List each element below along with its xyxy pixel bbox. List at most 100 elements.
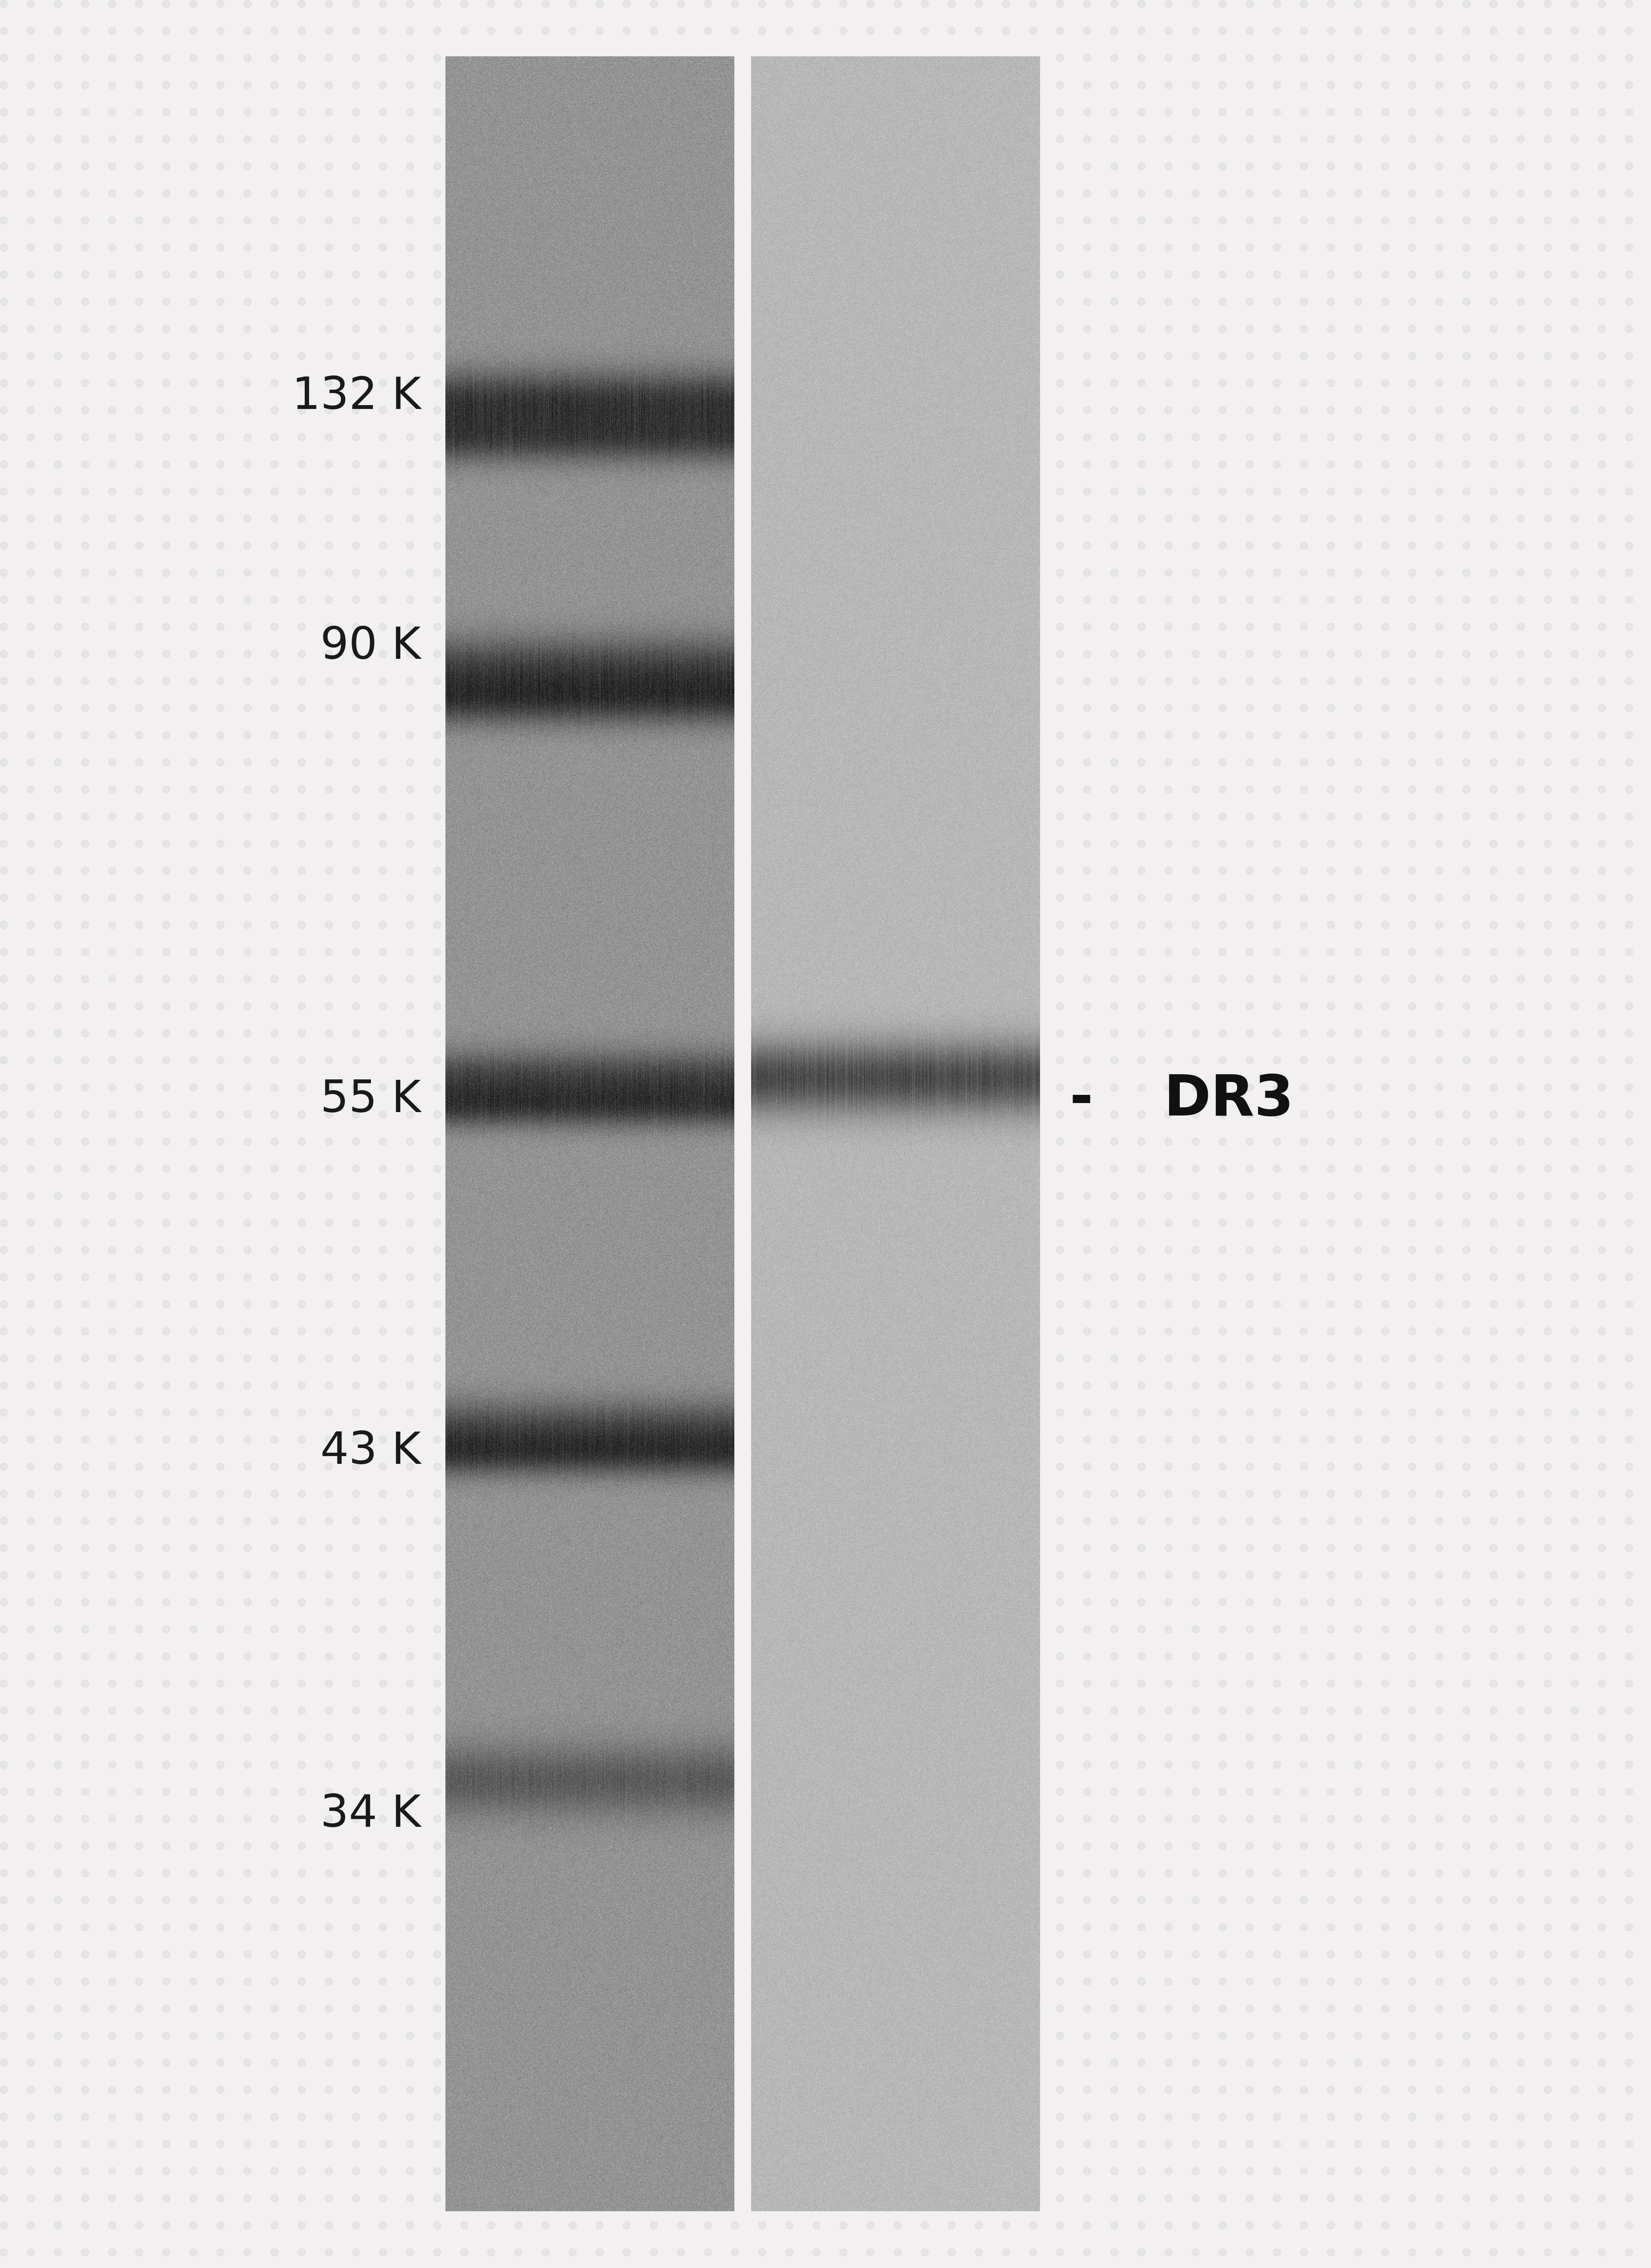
Circle shape: [1354, 1166, 1362, 1173]
Circle shape: [271, 1545, 279, 1551]
Circle shape: [1517, 1599, 1524, 1606]
Circle shape: [1327, 2032, 1334, 2039]
Circle shape: [1598, 975, 1606, 982]
Circle shape: [26, 1111, 35, 1118]
Circle shape: [325, 1300, 332, 1309]
Circle shape: [81, 975, 89, 982]
Circle shape: [1247, 651, 1253, 658]
Circle shape: [1382, 54, 1388, 61]
Circle shape: [190, 433, 196, 440]
Circle shape: [162, 1030, 170, 1036]
Circle shape: [54, 1057, 61, 1064]
Circle shape: [216, 1842, 225, 1851]
Circle shape: [1517, 1490, 1524, 1497]
Circle shape: [190, 1084, 196, 1091]
Circle shape: [325, 270, 332, 279]
Circle shape: [1192, 1030, 1199, 1036]
Circle shape: [297, 1923, 305, 1930]
Circle shape: [1192, 542, 1199, 549]
Circle shape: [1218, 136, 1227, 143]
Circle shape: [297, 1272, 305, 1281]
Circle shape: [0, 2059, 8, 2066]
Circle shape: [380, 2032, 386, 2039]
Circle shape: [1625, 542, 1633, 549]
Circle shape: [1327, 1490, 1334, 1497]
Circle shape: [380, 1787, 386, 1796]
Circle shape: [352, 624, 360, 631]
Circle shape: [244, 1814, 251, 1823]
Circle shape: [1382, 2032, 1388, 2039]
Circle shape: [0, 1787, 8, 1796]
Circle shape: [1218, 109, 1227, 116]
Circle shape: [921, 27, 928, 34]
Circle shape: [190, 542, 196, 549]
Circle shape: [1273, 1599, 1281, 1606]
Circle shape: [1083, 2195, 1091, 2202]
Circle shape: [1382, 1057, 1388, 1064]
Circle shape: [1327, 2059, 1334, 2066]
Circle shape: [433, 921, 441, 928]
Circle shape: [1517, 1300, 1524, 1309]
Circle shape: [1164, 1735, 1172, 1742]
Circle shape: [1192, 1923, 1199, 1930]
Circle shape: [325, 2248, 332, 2257]
Circle shape: [1192, 2005, 1199, 2012]
Circle shape: [1138, 54, 1146, 61]
Circle shape: [380, 1842, 386, 1851]
Circle shape: [297, 1653, 305, 1660]
Circle shape: [297, 460, 305, 467]
Circle shape: [1625, 2141, 1633, 2148]
Circle shape: [216, 163, 225, 170]
Circle shape: [81, 352, 89, 361]
Circle shape: [1057, 1978, 1063, 1984]
Circle shape: [26, 1978, 35, 1984]
Circle shape: [54, 1653, 61, 1660]
Circle shape: [135, 839, 144, 848]
Circle shape: [1164, 406, 1172, 413]
Circle shape: [1544, 1517, 1552, 1524]
Circle shape: [1489, 82, 1497, 88]
Circle shape: [433, 1572, 441, 1579]
Circle shape: [352, 733, 360, 739]
Circle shape: [1625, 1735, 1633, 1742]
Circle shape: [135, 379, 144, 388]
Circle shape: [1273, 894, 1281, 903]
Circle shape: [352, 1923, 360, 1930]
Circle shape: [1301, 596, 1308, 603]
Circle shape: [1138, 1978, 1146, 1984]
Circle shape: [1164, 488, 1172, 494]
Circle shape: [1436, 2032, 1443, 2039]
Circle shape: [1598, 624, 1606, 631]
Circle shape: [1301, 866, 1308, 875]
Circle shape: [1354, 460, 1362, 467]
Circle shape: [1164, 1436, 1172, 1442]
Circle shape: [1436, 1354, 1443, 1363]
Circle shape: [0, 1842, 8, 1851]
Circle shape: [1354, 1842, 1362, 1851]
Circle shape: [1164, 758, 1172, 767]
Circle shape: [135, 191, 144, 197]
Circle shape: [786, 27, 792, 34]
Circle shape: [1382, 1245, 1388, 1254]
Circle shape: [380, 488, 386, 494]
Circle shape: [1111, 1681, 1118, 1687]
Circle shape: [1083, 488, 1091, 494]
Circle shape: [297, 1139, 305, 1145]
Circle shape: [1138, 705, 1146, 712]
Circle shape: [1544, 1735, 1552, 1742]
Circle shape: [1382, 542, 1388, 549]
Circle shape: [433, 109, 441, 116]
Circle shape: [135, 1272, 144, 1281]
Circle shape: [1247, 2114, 1253, 2121]
Circle shape: [1463, 1923, 1469, 1930]
Circle shape: [1598, 542, 1606, 549]
Circle shape: [406, 839, 414, 848]
Circle shape: [1138, 1381, 1146, 1390]
Circle shape: [1083, 1978, 1091, 1984]
Circle shape: [1572, 1842, 1578, 1851]
Circle shape: [0, 758, 8, 767]
Circle shape: [1111, 1463, 1118, 1470]
Circle shape: [1436, 1436, 1443, 1442]
Circle shape: [1138, 1139, 1146, 1145]
Circle shape: [1327, 624, 1334, 631]
